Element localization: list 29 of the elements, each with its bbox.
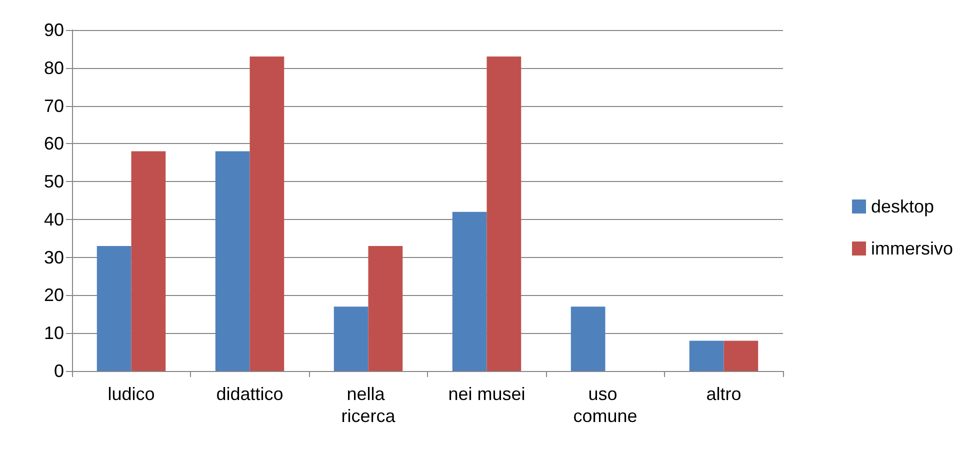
y-tick-label: 50 xyxy=(44,172,64,192)
x-tick-label: didattico xyxy=(216,384,284,404)
bar xyxy=(96,246,132,371)
x-tick-label: nei musei xyxy=(448,384,526,404)
x-tick-label: altro xyxy=(706,384,742,404)
bar xyxy=(250,56,284,371)
legend-label: desktop xyxy=(871,196,934,216)
y-tick-label: 90 xyxy=(44,20,64,40)
bar xyxy=(215,151,250,371)
bar xyxy=(452,212,487,371)
y-tick-label: 80 xyxy=(44,58,64,78)
x-tick-label: ludico xyxy=(108,384,155,404)
y-tick-label: 10 xyxy=(44,323,64,344)
x-tick-label: uso comune xyxy=(573,384,638,426)
bar xyxy=(689,340,724,371)
legend-label: immersivo xyxy=(871,238,954,258)
bar xyxy=(131,151,166,371)
y-tick-label: 70 xyxy=(44,96,64,116)
y-tick-label: 30 xyxy=(44,247,64,268)
bar xyxy=(334,306,368,371)
y-tick-label: 20 xyxy=(44,285,64,306)
bar xyxy=(368,246,403,371)
y-tick-label: 60 xyxy=(44,134,64,154)
bar xyxy=(724,340,758,371)
bar xyxy=(570,306,606,371)
y-tick-label: 40 xyxy=(44,209,64,230)
x-tick-label: nella ricerca xyxy=(341,384,396,426)
y-tick-label: 0 xyxy=(54,361,64,381)
bar xyxy=(486,56,522,371)
